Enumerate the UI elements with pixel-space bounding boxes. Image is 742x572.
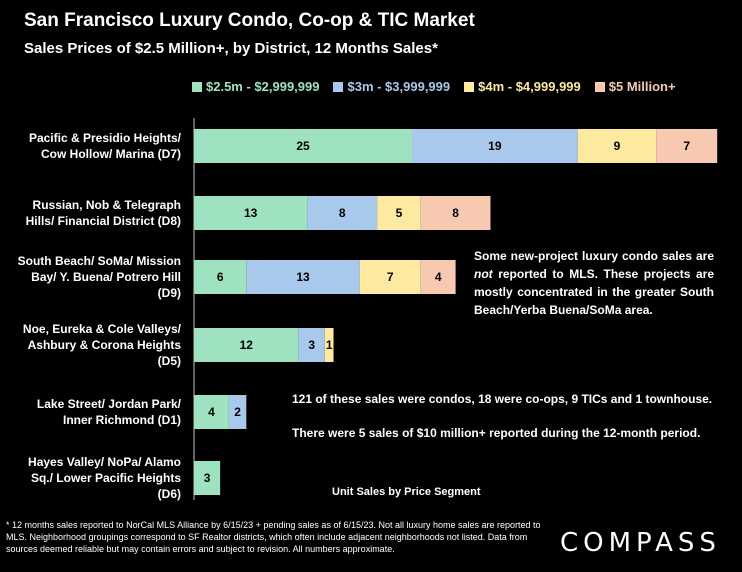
- legend-label-seg2: $3m - $3,999,999: [347, 79, 451, 94]
- note-new-projects-text: Some new-project luxury condo sales are: [474, 249, 714, 263]
- bar-segment: [412, 129, 578, 163]
- bar-segment: [194, 395, 229, 429]
- bar-value-label: 3: [308, 338, 315, 352]
- note-ten-million: There were 5 sales of $10 million+ repor…: [292, 426, 701, 440]
- compass-logo: COMPASS: [560, 528, 721, 558]
- bar-value-label: 8: [339, 206, 346, 220]
- bar-value-label: 19: [488, 139, 502, 153]
- legend: $2.5m - $2,999,999 $3m - $3,999,999 $4m …: [192, 79, 676, 94]
- bar-segment: [246, 260, 360, 294]
- category-label: South Beach/ SoMa/ Mission: [18, 254, 181, 268]
- category-label: Hills/ Financial District (D8): [26, 214, 181, 228]
- legend-swatch-seg1: [192, 81, 202, 92]
- note-breakdown: 121 of these sales were condos, 18 were …: [292, 392, 713, 406]
- category-label: (D5): [158, 354, 181, 368]
- bar-segment: [228, 395, 247, 429]
- category-label: (D6): [158, 487, 181, 501]
- bar-segment: [194, 328, 299, 362]
- bar-value-label: 4: [208, 405, 215, 419]
- bar-value-label: 13: [244, 206, 258, 220]
- category-label: Bay/ Y. Buena/ Potrero Hill: [31, 270, 181, 284]
- bar-value-label: 6: [217, 270, 224, 284]
- bar-value-label: 25: [296, 139, 310, 153]
- bar-segment: [324, 328, 334, 362]
- bar-value-label: 3: [204, 471, 211, 485]
- note-new-projects: Some new-project luxury condo sales are …: [474, 247, 714, 319]
- bar-segment: [194, 461, 221, 495]
- bar-value-label: 8: [452, 206, 459, 220]
- legend-item-seg3: $4m - $4,999,999: [464, 79, 581, 94]
- category-label: Cow Hollow/ Marina (D7): [41, 147, 181, 161]
- bar-value-label: 12: [240, 338, 254, 352]
- footnote: * 12 months sales reported to NorCal MLS…: [6, 520, 541, 554]
- category-label: Russian, Nob & Telegraph: [33, 198, 181, 212]
- bar-value-label: 1: [326, 338, 333, 352]
- chart-title: San Francisco Luxury Condo, Co-op & TIC …: [24, 10, 475, 31]
- legend-label-seg4: $5 Million+: [608, 79, 676, 94]
- bar-segment: [307, 196, 378, 230]
- bar-segment: [420, 260, 456, 294]
- bar-segment: [656, 129, 718, 163]
- x-axis-title: Unit Sales by Price Segment: [332, 486, 481, 498]
- bar-segment: [298, 328, 325, 362]
- legend-swatch-seg2: [333, 81, 344, 92]
- bar-value-label: 5: [396, 206, 403, 220]
- legend-swatch-seg4: [594, 81, 605, 92]
- category-label: Noe, Eureka & Cole Valleys/: [23, 322, 182, 336]
- legend-item-seg4: $5 Million+: [594, 79, 676, 94]
- bar-segment: [577, 129, 657, 163]
- legend-label-seg1: $2.5m - $2,999,999: [206, 79, 320, 94]
- chart-subtitle: Sales Prices of $2.5 Million+, by Distri…: [24, 40, 438, 57]
- category-label: (D9): [158, 286, 181, 300]
- bar-value-label: 2: [234, 405, 241, 419]
- category-label: Sq./ Lower Pacific Heights: [31, 471, 181, 485]
- legend-label-seg3: $4m - $4,999,999: [478, 79, 581, 94]
- bar-segment: [420, 196, 491, 230]
- note-new-projects-rest: reported to MLS. These projects are most…: [474, 267, 714, 317]
- bar-segment: [359, 260, 421, 294]
- category-label: Inner Richmond (D1): [63, 413, 181, 427]
- category-label: Lake Street/ Jordan Park/: [37, 397, 182, 411]
- bar-segment: [194, 260, 247, 294]
- bar-value-label: 7: [387, 270, 394, 284]
- bar-segment: [377, 196, 421, 230]
- bar-segment: [194, 196, 308, 230]
- category-label: Ashbury & Corona Heights: [28, 338, 182, 352]
- bar-value-label: 4: [435, 270, 442, 284]
- category-label: Hayes Valley/ NoPa/ Alamo: [28, 455, 181, 469]
- legend-swatch-seg3: [464, 81, 475, 92]
- legend-item-seg1: $2.5m - $2,999,999: [192, 79, 319, 94]
- category-label: Pacific & Presidio Heights/: [29, 131, 182, 145]
- legend-item-seg2: $3m - $3,999,999: [333, 79, 450, 94]
- note-new-projects-emphasis: not: [474, 267, 493, 281]
- bar-value-label: 7: [683, 139, 690, 153]
- bar-value-label: 9: [614, 139, 621, 153]
- bar-segment: [194, 129, 412, 163]
- bar-value-label: 13: [296, 270, 310, 284]
